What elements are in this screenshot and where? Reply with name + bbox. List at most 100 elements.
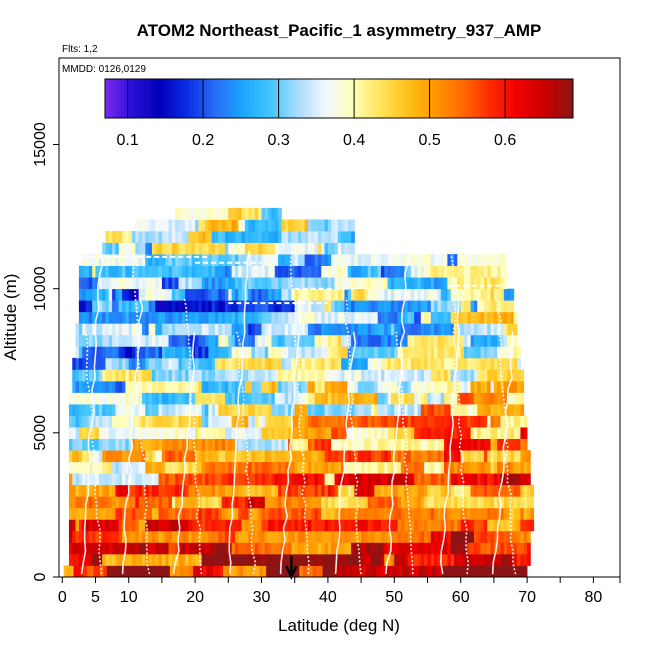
heatmap-cell (175, 392, 179, 405)
heatmap-cell (387, 311, 392, 324)
heatmap-cell (307, 369, 312, 382)
heatmap-cell (298, 219, 302, 232)
heatmap-cell (165, 461, 169, 474)
x-tick-label: 5 (91, 589, 100, 606)
heatmap-cell (357, 346, 362, 359)
heatmap-cell (291, 542, 296, 555)
heatmap-cell (105, 300, 110, 313)
heatmap-cell (317, 461, 322, 474)
heatmap-cell (400, 346, 405, 359)
heatmap-cell (264, 553, 269, 566)
heatmap-cell (145, 438, 150, 451)
heatmap-cell (374, 311, 379, 324)
heatmap-cell (437, 357, 442, 370)
heatmap-cell (394, 311, 398, 324)
heatmap-cell (281, 553, 286, 566)
heatmap-cell (454, 254, 458, 266)
heatmap-cell (493, 473, 498, 486)
heatmap-cell (503, 311, 508, 324)
heatmap-cell (261, 484, 266, 497)
heatmap-cell (341, 507, 345, 520)
chart-title: ATOM2 Northeast_Pacific_1 asymmetry_937_… (137, 21, 542, 40)
heatmap-cell (201, 415, 206, 428)
heatmap-cell (380, 323, 385, 336)
heatmap-cell (404, 300, 408, 313)
heatmap-cell (211, 323, 216, 336)
heatmap-cell (424, 496, 428, 509)
heatmap-cell (221, 484, 226, 497)
heatmap-cell (102, 530, 106, 543)
heatmap-cell (102, 380, 106, 393)
heatmap-cell (155, 553, 159, 566)
heatmap-cell (258, 254, 262, 266)
colorbar-swatch (366, 79, 371, 118)
heatmap-cell (281, 380, 286, 393)
heatmap-cell (258, 300, 262, 313)
heatmap-cell (181, 542, 186, 555)
heatmap-cell (85, 496, 90, 509)
heatmap-cell (314, 484, 319, 497)
heatmap-cell (96, 565, 101, 578)
heatmap-cell (181, 357, 186, 370)
heatmap-cell (347, 553, 352, 566)
heatmap-cell (68, 415, 73, 428)
heatmap-cell (371, 473, 375, 486)
heatmap-cell (95, 461, 100, 474)
heatmap-cell (108, 254, 113, 266)
heatmap-cell (450, 530, 455, 543)
heatmap-cell (341, 288, 345, 301)
heatmap-cell (165, 323, 169, 336)
heatmap-cell (215, 438, 219, 451)
heatmap-cell (380, 438, 385, 451)
heatmap-cell (254, 277, 259, 290)
heatmap-cell (88, 415, 93, 428)
heatmap-cell (211, 334, 216, 347)
heatmap-cell (211, 242, 216, 255)
heatmap-cell (331, 461, 335, 474)
heatmap-cell (224, 530, 229, 543)
heatmap-cell (384, 473, 389, 486)
heatmap-cell (408, 565, 413, 578)
heatmap-cell (337, 415, 342, 428)
heatmap-cell (380, 277, 385, 290)
heatmap-cell (181, 323, 186, 336)
heatmap-cell (520, 530, 525, 543)
heatmap-cell (497, 288, 501, 301)
heatmap-cell (258, 288, 262, 301)
heatmap-cell (417, 519, 422, 532)
heatmap-cell (63, 565, 68, 578)
heatmap-cell (331, 380, 335, 393)
heatmap-cell (95, 300, 100, 313)
heatmap-cell (188, 207, 193, 220)
heatmap-cell (510, 519, 515, 532)
heatmap-cell (487, 392, 491, 405)
heatmap-cell (404, 334, 408, 347)
heatmap-cell (155, 507, 159, 520)
heatmap-cell (135, 553, 140, 566)
heatmap-cell (264, 484, 269, 497)
heatmap-cell (387, 300, 392, 313)
heatmap-cell (387, 357, 392, 370)
heatmap-cell (185, 357, 189, 370)
heatmap-cell (374, 300, 379, 313)
heatmap-cell (98, 507, 103, 520)
heatmap-cell (374, 369, 379, 382)
x-tick-label: 10 (120, 589, 138, 606)
heatmap-cell (161, 553, 166, 566)
heatmap-cell (252, 565, 257, 578)
heatmap-cell (490, 346, 495, 359)
heatmap-cell (440, 415, 445, 428)
heatmap-cell (201, 334, 206, 347)
heatmap-cell (231, 553, 236, 566)
heatmap-cell (112, 346, 116, 359)
heatmap-cell (395, 565, 400, 578)
heatmap-cell (334, 519, 339, 532)
heatmap-cell (138, 530, 143, 543)
heatmap-cell (284, 311, 289, 324)
heatmap-cell (317, 404, 322, 416)
heatmap-cell (331, 369, 335, 382)
heatmap-cell (400, 507, 405, 520)
heatmap-cell (298, 507, 302, 520)
heatmap-cell (507, 484, 511, 497)
heatmap-cell (281, 404, 286, 416)
